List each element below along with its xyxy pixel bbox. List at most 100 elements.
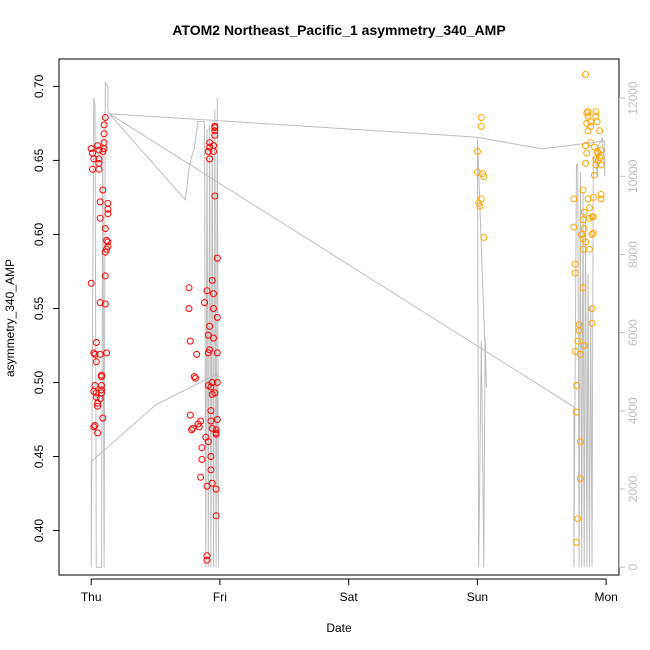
data-point-s1-29	[98, 382, 105, 389]
data-point-s1-61	[193, 350, 201, 358]
y2-tick-label: 6000	[626, 319, 640, 346]
y-tick-label: 0.45	[32, 445, 46, 469]
data-point-s2-34	[582, 142, 589, 150]
y-tick-label: 0.65	[32, 148, 46, 172]
data-point-s1-58	[189, 424, 197, 432]
data-point-s1-111	[213, 349, 221, 357]
data-point-s1-97	[210, 148, 217, 155]
x-tick-label: Mon	[594, 590, 617, 604]
data-point-s1-91	[208, 379, 216, 386]
data-point-s1-67	[198, 444, 206, 452]
data-point-s1-59	[190, 373, 198, 381]
data-point-s1-3	[90, 155, 98, 163]
data-point-s1-33	[99, 186, 107, 194]
data-point-s1-28	[98, 371, 105, 379]
data-point-s1-5	[90, 349, 98, 357]
data-point-s2-32	[580, 225, 588, 232]
data-point-s2-4	[477, 122, 485, 130]
data-point-s1-38	[101, 225, 109, 232]
data-point-s1-8	[91, 422, 99, 429]
data-point-s1-20	[95, 165, 103, 173]
data-point-s2-30	[579, 186, 587, 194]
data-point-s1-42	[103, 349, 111, 357]
data-point-s2-39	[584, 108, 592, 116]
data-point-s1-80	[206, 155, 214, 163]
data-point-s2-16	[573, 408, 580, 416]
data-point-s2-46	[587, 139, 595, 147]
data-point-s1-101	[211, 127, 219, 135]
data-point-s1-83	[207, 383, 215, 391]
data-point-s1-25	[96, 299, 104, 307]
data-point-s2-54	[589, 229, 597, 237]
data-point-s2-28	[579, 216, 587, 224]
x-tick-label: Sat	[340, 590, 359, 604]
x-tick-label: Sun	[467, 590, 488, 604]
points-layer	[87, 71, 605, 564]
data-point-s1-9	[90, 423, 98, 431]
data-point-s2-61	[592, 108, 600, 116]
data-point-s2-62	[593, 118, 601, 126]
data-point-s2-36	[583, 149, 591, 157]
x-tick-label: Fri	[213, 590, 227, 604]
data-point-s1-109	[213, 416, 221, 423]
data-point-s1-108	[212, 429, 220, 437]
data-point-s1-85	[207, 417, 215, 425]
y-axis-label: asymmetry_340_AMP	[3, 259, 17, 377]
data-point-s2-1	[473, 168, 481, 176]
data-point-s1-93	[210, 334, 217, 342]
data-point-s2-3	[476, 202, 484, 210]
y-tick-label: 0.55	[32, 296, 46, 320]
x-axis-label: Date	[326, 621, 352, 635]
data-point-s1-64	[197, 417, 205, 425]
data-point-s2-11	[570, 223, 578, 231]
data-point-s2-45	[585, 245, 593, 253]
data-point-s2-72	[580, 342, 588, 349]
data-point-s1-76	[204, 331, 212, 339]
chart-title: ATOM2 Northeast_Pacific_1 asymmetry_340_…	[172, 22, 505, 38]
data-point-s1-24	[96, 214, 104, 222]
y2-tick-label: 10000	[626, 159, 640, 193]
data-point-s2-63	[593, 148, 601, 155]
y2-tick-label: 4000	[626, 397, 640, 424]
data-point-s2-69	[597, 161, 605, 169]
data-point-s2-53	[589, 213, 597, 221]
data-point-s1-11	[92, 358, 100, 366]
y-tick-label: 0.70	[32, 74, 46, 98]
data-point-s1-77	[204, 148, 212, 155]
y2-tick-label: 0	[626, 564, 640, 571]
data-point-s2-73	[582, 238, 589, 246]
y2-tick-label: 12000	[626, 81, 640, 115]
y-tick-label: 0.40	[32, 519, 46, 543]
data-point-s1-70	[203, 287, 211, 295]
data-point-s1-22	[95, 155, 103, 163]
data-point-s1-113	[213, 254, 221, 262]
data-point-s1-6	[91, 350, 99, 358]
data-point-s1-73	[204, 438, 212, 446]
line-layer	[90, 80, 606, 568]
data-point-s1-107	[212, 485, 220, 493]
data-point-s1-26	[96, 350, 104, 358]
data-point-s2-21	[575, 327, 583, 335]
data-point-s1-106	[212, 512, 220, 520]
data-point-s1-46	[104, 242, 112, 250]
data-point-s2-25	[578, 231, 586, 238]
data-point-s2-50	[588, 231, 596, 238]
data-point-s1-54	[185, 305, 193, 312]
data-point-s1-82	[206, 346, 214, 354]
data-point-s1-41	[101, 300, 109, 308]
data-point-s2-70	[597, 191, 605, 198]
data-point-s2-8	[480, 173, 488, 181]
data-point-s2-18	[574, 515, 582, 523]
data-point-s1-34	[100, 121, 108, 129]
data-point-s2-17	[573, 538, 580, 546]
data-point-s2-52	[588, 319, 596, 327]
data-point-s2-35	[582, 159, 589, 167]
data-point-s1-100	[211, 122, 219, 130]
data-point-s2-13	[571, 269, 579, 277]
data-point-s2-0	[473, 148, 481, 155]
data-point-s2-29	[579, 284, 587, 292]
data-point-s1-65	[197, 473, 205, 481]
data-point-s1-18	[94, 142, 102, 150]
